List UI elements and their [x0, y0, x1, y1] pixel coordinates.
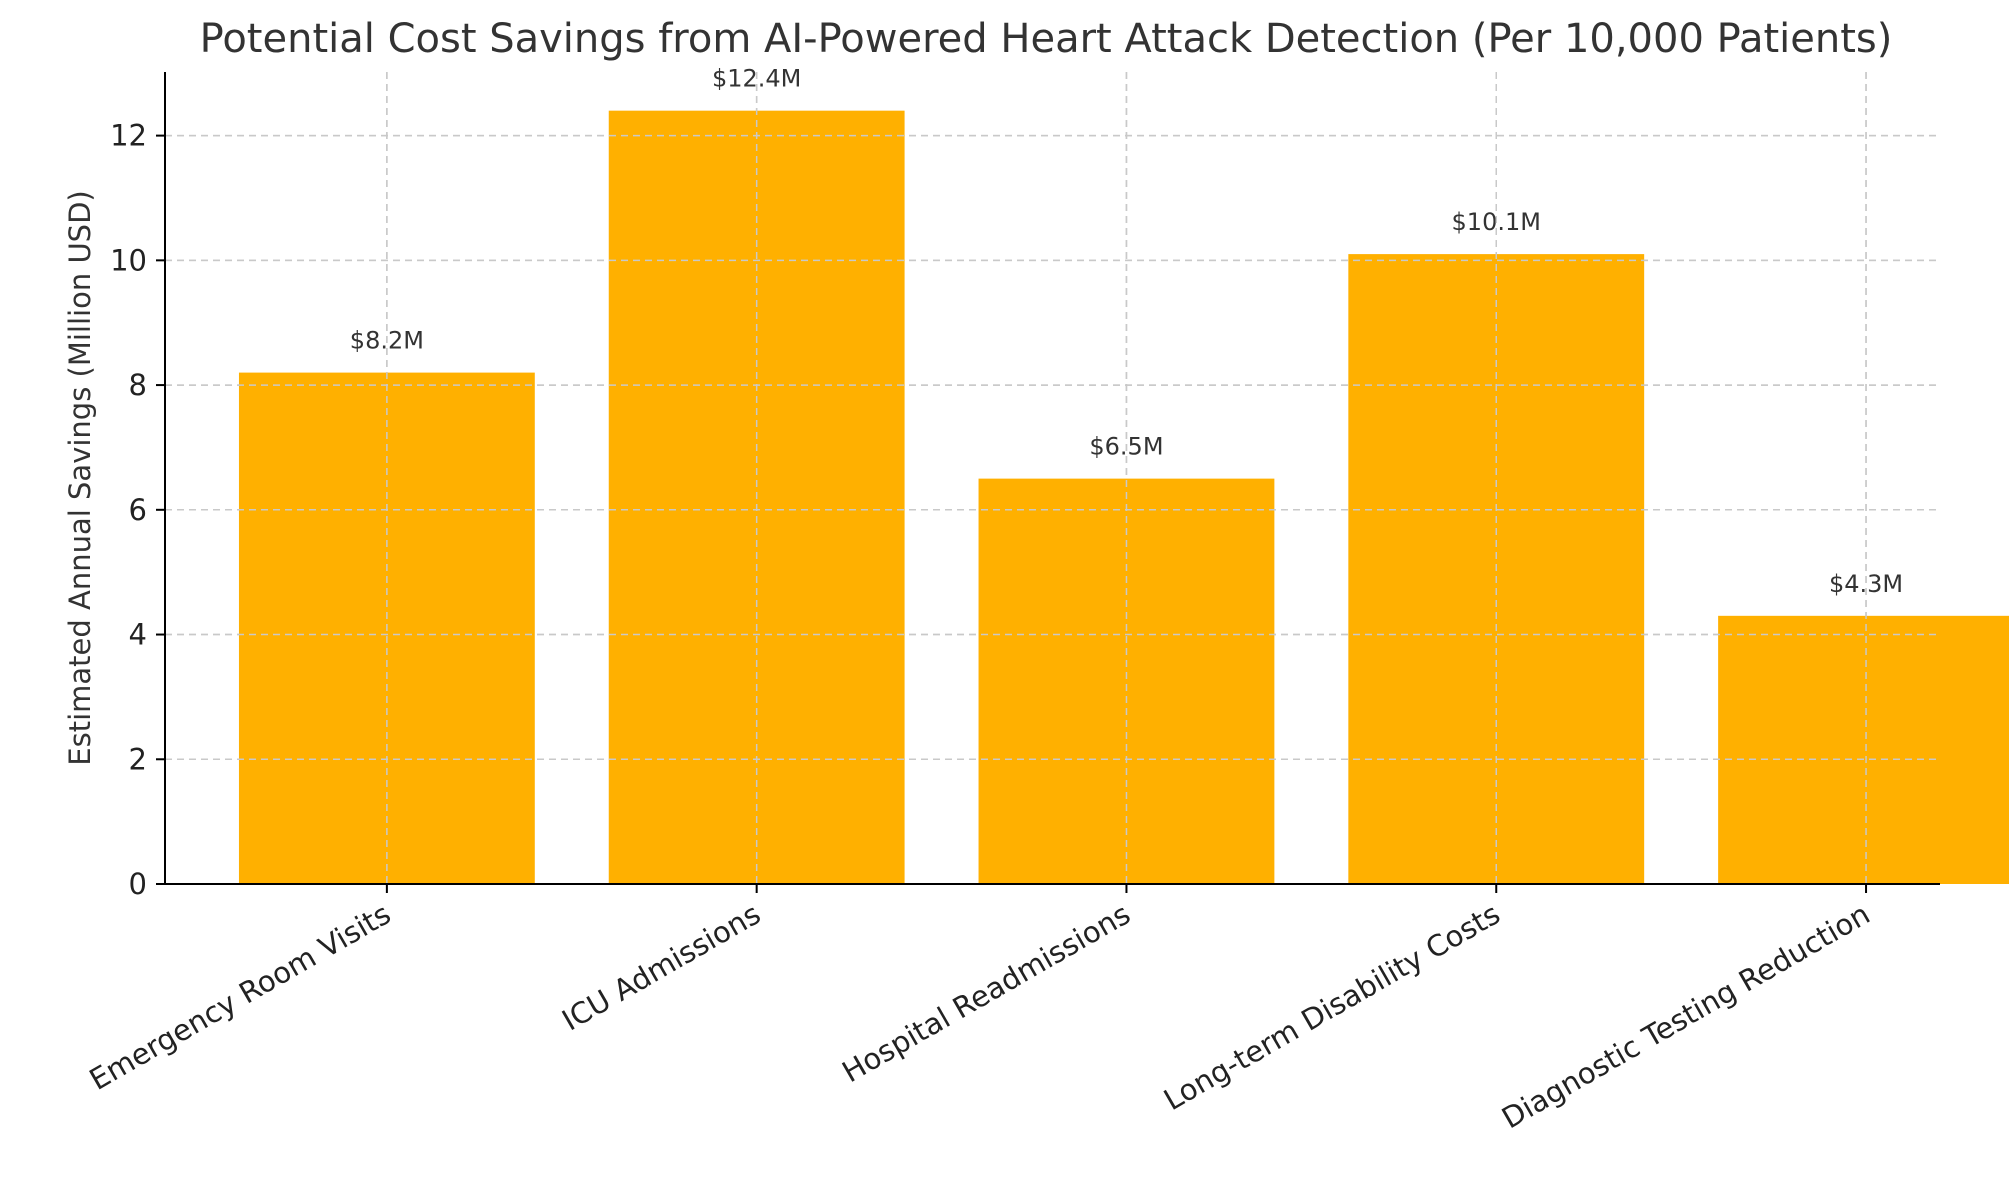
- bars: [238, 110, 2009, 884]
- y-tick-label: 6: [129, 493, 147, 527]
- chart-title: Potential Cost Savings from AI-Powered H…: [200, 16, 1893, 62]
- x-tick-labels: Emergency Room Visits ICU Admissions Hospi…: [84, 897, 1876, 1136]
- y-tick-label: 0: [129, 867, 147, 901]
- x-tick-label: Diagnostic Testing Reduction: [1496, 897, 1875, 1136]
- y-tick-label: 4: [129, 618, 147, 652]
- y-tick-label: 12: [110, 119, 147, 153]
- axes: [156, 72, 1940, 893]
- x-tick-label: ICU Admissions: [556, 897, 766, 1038]
- y-tick-label: 8: [129, 368, 147, 402]
- x-tick-label: Hospital Readmissions: [836, 897, 1136, 1090]
- bar: [1718, 615, 2009, 884]
- y-tick-label: 2: [129, 742, 147, 776]
- y-tick-label: 10: [110, 243, 147, 277]
- y-axis-label: Estimated Annual Savings (Million USD): [63, 190, 97, 765]
- x-tick-label: Emergency Room Visits: [84, 897, 397, 1097]
- x-tick-label: Long-term Disability Costs: [1158, 897, 1506, 1117]
- bar: [978, 478, 1275, 884]
- y-tick-labels: 0 2 4 6 8 10 12: [110, 119, 147, 901]
